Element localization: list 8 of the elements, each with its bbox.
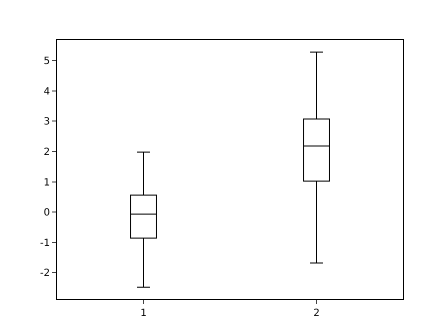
y-tick-label: -1: [40, 238, 50, 249]
y-tick-label: 1: [44, 177, 50, 188]
y-tick-label: 4: [44, 86, 50, 98]
y-tick-label: 3: [44, 116, 50, 128]
y-tick-label: -2: [40, 268, 50, 280]
y-tick-label: 0: [44, 208, 50, 219]
y-tick-label: 5: [44, 56, 50, 68]
y-tick-label: 2: [44, 146, 50, 158]
